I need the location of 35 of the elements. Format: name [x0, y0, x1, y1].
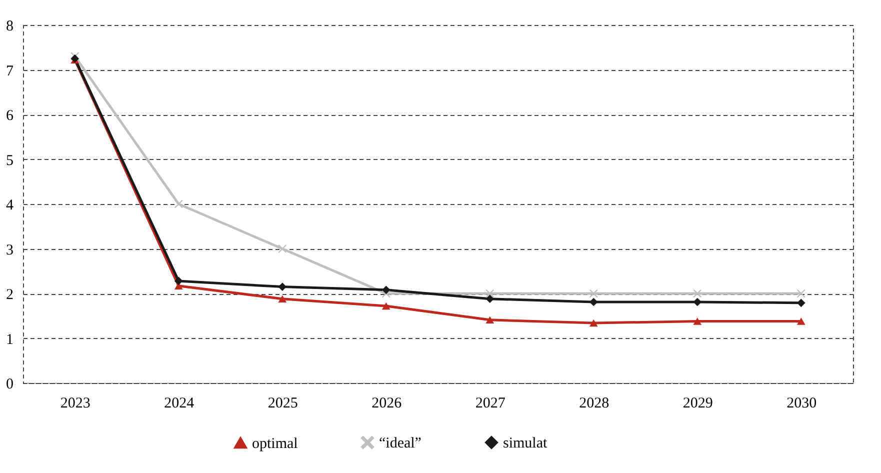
point: [382, 286, 390, 294]
point: [486, 294, 494, 304]
x-tick-label: 2025: [268, 396, 298, 412]
legend-label: simulat: [503, 436, 548, 452]
y-tick-label: 5: [6, 152, 14, 169]
y-tick-label: 7: [6, 63, 14, 80]
point: [589, 319, 598, 327]
y-tick-label: 4: [6, 198, 14, 214]
y-tick-label: 2: [6, 287, 14, 303]
y-tick-label: 6: [6, 108, 14, 124]
point: [589, 289, 598, 298]
y-tick-label: 1: [6, 332, 14, 348]
point: [174, 200, 183, 208]
x-tick-label: 2027: [475, 396, 506, 412]
point: [174, 276, 183, 286]
x-tick-label: 2030: [786, 396, 817, 412]
legend-label: optimal: [252, 436, 298, 452]
point: [278, 282, 287, 291]
y-tick-label: 0: [6, 376, 14, 392]
x-tick-label: 2023: [60, 396, 90, 412]
point: [693, 289, 702, 298]
point: [278, 295, 287, 302]
point: [693, 318, 702, 325]
legend-label: “ideal”: [379, 436, 422, 452]
y-tick-label: 3: [6, 242, 14, 258]
x-tick-label: 2026: [372, 396, 402, 412]
point: [796, 318, 806, 325]
x-tick-label: 2029: [682, 396, 713, 412]
x-tick-label: 2028: [579, 396, 610, 412]
point: [796, 289, 806, 298]
point: [486, 316, 494, 324]
x-tick-label: 2024: [164, 396, 195, 412]
point: [486, 289, 494, 298]
point: [382, 302, 390, 310]
y-tick-label: 8: [6, 18, 14, 34]
